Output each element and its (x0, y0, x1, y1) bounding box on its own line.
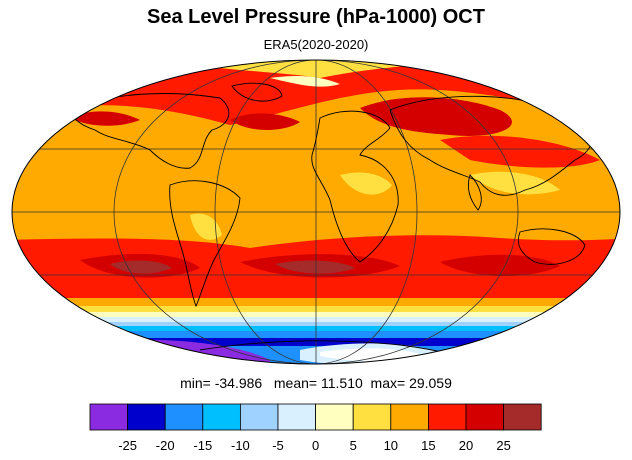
colorbar-swatch (427, 403, 467, 431)
north-america-outline (69, 93, 230, 169)
samerica-yellow (190, 213, 222, 240)
colorbar-swatch (315, 403, 354, 431)
map-border (11, 59, 621, 365)
colorbar-tick-label: 10 (384, 438, 398, 453)
colorbar-swatch (277, 403, 316, 431)
min-value: -34.986 (214, 375, 263, 391)
greenland-outline (231, 82, 283, 102)
india-outline (467, 174, 482, 211)
colorbar-swatch (465, 403, 504, 431)
max-value: 29.059 (409, 375, 452, 391)
colorbar-swatch (164, 403, 204, 431)
colorbar-swatch (390, 403, 429, 431)
plot-subtitle: ERA5(2020-2020) (263, 37, 369, 52)
australia-outline (517, 228, 586, 265)
colorbar-tick-label: -15 (193, 438, 212, 453)
stats-line: min= -34.986 mean= 11.510 max= 29.059 (0, 375, 632, 391)
mean-label: mean= (273, 375, 318, 391)
natlantic-dark-red (70, 111, 140, 126)
graticule (12, 60, 620, 364)
colorbar-tick-label: -5 (272, 438, 284, 453)
asia-red (440, 135, 600, 168)
colorbar-swatch (239, 403, 279, 431)
max-label: max= (370, 375, 406, 391)
npacific-dark-red (230, 113, 300, 130)
colorbar-swatch (352, 403, 392, 431)
south-america-outline (169, 180, 241, 308)
colorbar-tick-label: -20 (156, 438, 175, 453)
india-yellow (470, 171, 560, 195)
min-label: min= (180, 375, 211, 391)
mean-value: 11.510 (320, 375, 363, 391)
south-brown-2 (275, 260, 355, 274)
arctic-light (270, 76, 340, 87)
colorbar-tick-label: 15 (421, 438, 435, 453)
colorbar-swatch (127, 403, 166, 431)
colorbar-swatch (89, 403, 128, 431)
colorbar-swatch (503, 403, 542, 431)
south-dark-red-3 (440, 254, 560, 277)
africa-yellow (340, 172, 392, 195)
europe-africa-outline (311, 110, 399, 263)
south-brown-1 (110, 260, 172, 274)
colorbar-tick-label: 25 (496, 438, 510, 453)
colorbar-tick-label: 20 (459, 438, 473, 453)
colorbar-tick-label: 5 (350, 438, 357, 453)
colorbar-tick-label: 0 (312, 438, 319, 453)
colorbar-swatch (202, 403, 241, 431)
colorbar-tick-label: -25 (118, 438, 137, 453)
colorbar-tick-label: -10 (231, 438, 250, 453)
plot-title: Sea Level Pressure (hPa-1000) OCT (147, 6, 485, 28)
